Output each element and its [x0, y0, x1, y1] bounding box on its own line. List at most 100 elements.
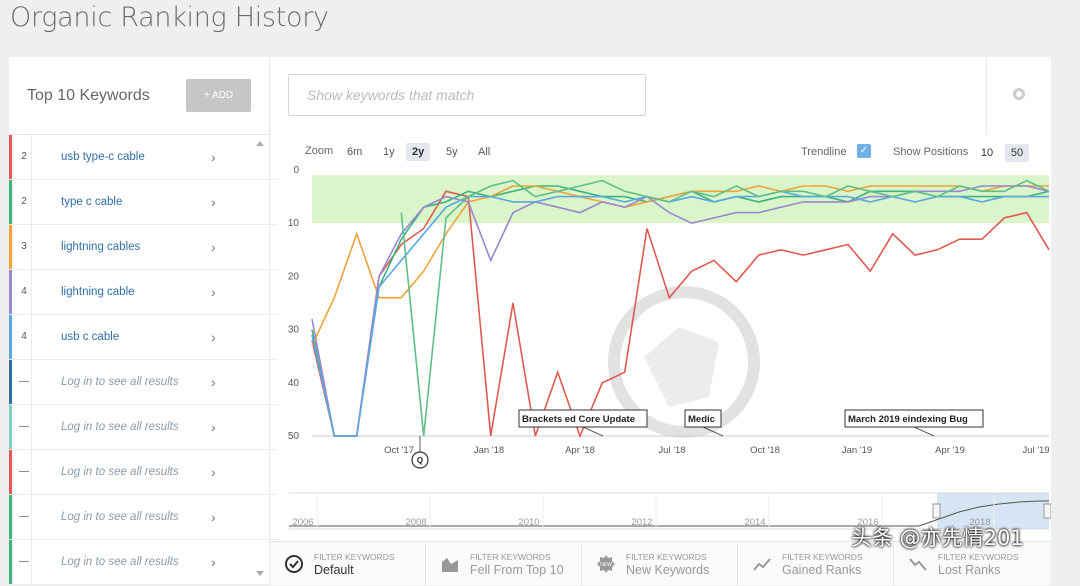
- keyword-color-bar: [9, 360, 12, 404]
- gear-icon[interactable]: [1013, 88, 1025, 100]
- chevron-right-icon[interactable]: ›: [211, 149, 216, 165]
- navigator-series: [289, 500, 1049, 527]
- x-tick-label: Oct '18: [750, 445, 780, 456]
- keyword-label[interactable]: Log in to see all results: [61, 376, 179, 388]
- navigator-handle-left: [932, 503, 941, 519]
- area-chart-icon: [442, 558, 458, 572]
- x-tick-label: Apr '18: [565, 445, 595, 456]
- keyword-rank: —: [19, 376, 29, 387]
- chevron-right-icon[interactable]: ›: [211, 509, 216, 525]
- trend-down-icon: [909, 558, 927, 571]
- keyword-row[interactable]: — Log in to see all results ›: [9, 405, 278, 450]
- divider: [31, 450, 32, 494]
- chevron-right-icon[interactable]: ›: [211, 194, 216, 210]
- keyword-rank: —: [19, 466, 29, 477]
- q-flag-label: Q: [417, 456, 423, 465]
- annotation-label: Medic: [688, 414, 715, 425]
- filter-fell-from-top-10[interactable]: FILTER KEYWORDS Fell From Top 10: [426, 542, 582, 586]
- keyword-rank: 2: [21, 196, 27, 207]
- keyword-color-bar: [9, 225, 12, 269]
- keyword-rank: —: [19, 556, 29, 567]
- chevron-right-icon[interactable]: ›: [211, 464, 216, 480]
- keyword-row[interactable]: 2 type c cable ›: [9, 180, 278, 225]
- keyword-row[interactable]: 4 usb c cable ›: [9, 315, 278, 360]
- trend-up-icon: [753, 558, 771, 571]
- chevron-right-icon[interactable]: ›: [211, 374, 216, 390]
- divider: [31, 360, 32, 404]
- keyword-row[interactable]: — Log in to see all results ›: [9, 495, 278, 540]
- filter-small-label: FILTER KEYWORDS: [938, 552, 1019, 562]
- keyword-rank: 4: [21, 331, 27, 342]
- y-tick-label: 50: [288, 431, 300, 442]
- keyword-label[interactable]: lightning cables: [61, 241, 141, 253]
- annotation-leader: [582, 426, 604, 437]
- filter-small-label: FILTER KEYWORDS: [626, 552, 707, 562]
- new-badge-icon: NEW: [597, 555, 615, 573]
- navigator-handle-right: [1043, 503, 1051, 519]
- zoom-option[interactable]: 5y: [446, 146, 458, 158]
- keyword-label[interactable]: Log in to see all results: [61, 511, 179, 523]
- scroll-down-icon[interactable]: [256, 571, 264, 576]
- keyword-list: 2 usb type-c cable › 2 type c cable › 3 lightni…: [9, 135, 278, 585]
- search-input[interactable]: Show keywords that match: [288, 74, 646, 116]
- chevron-right-icon[interactable]: ›: [211, 284, 216, 300]
- keyword-rank: —: [19, 511, 29, 522]
- filter-default-label: Default: [314, 563, 354, 577]
- keyword-label[interactable]: usb c cable: [61, 331, 120, 343]
- scroll-up-icon[interactable]: [256, 141, 264, 146]
- keyword-color-bar: [9, 405, 12, 449]
- keyword-rank: 3: [21, 241, 27, 252]
- keyword-label[interactable]: Log in to see all results: [61, 466, 179, 478]
- chevron-right-icon[interactable]: ›: [211, 554, 216, 570]
- zoom-option[interactable]: 2y: [406, 143, 431, 161]
- chevron-right-icon[interactable]: ›: [211, 419, 216, 435]
- annotation-leader: [913, 426, 935, 437]
- chevron-right-icon[interactable]: ›: [211, 239, 216, 255]
- filter-gained-label: Gained Ranks: [782, 563, 862, 577]
- keyword-rank: 4: [21, 286, 27, 297]
- navigator-tick-label: 2006: [292, 517, 313, 528]
- keyword-label[interactable]: type c cable: [61, 196, 123, 208]
- zoom-option[interactable]: 1y: [383, 146, 395, 158]
- zoom-option[interactable]: 6m: [347, 146, 363, 158]
- keyword-row[interactable]: — Log in to see all results ›: [9, 360, 278, 405]
- trendline-checkbox[interactable]: ✓: [857, 144, 871, 158]
- filter-gained-ranks[interactable]: FILTER KEYWORDS Gained Ranks: [738, 542, 894, 586]
- divider: [31, 495, 32, 539]
- filter-small-label: FILTER KEYWORDS: [314, 552, 395, 562]
- keyword-row[interactable]: 3 lightning cables ›: [9, 225, 278, 270]
- series-line: [311, 190, 1050, 439]
- positions-option[interactable]: 10: [980, 147, 994, 159]
- check-circle-icon: [285, 555, 303, 573]
- y-tick-label: 20: [288, 271, 300, 282]
- keyword-row[interactable]: — Log in to see all results ›: [9, 450, 278, 495]
- positions-option[interactable]: 50: [1005, 144, 1029, 162]
- divider: [31, 405, 32, 449]
- background-logo-ring: [608, 286, 760, 438]
- keyword-row[interactable]: — Log in to see all results ›: [9, 540, 278, 585]
- keyword-row[interactable]: 4 lightning cable ›: [9, 270, 278, 315]
- add-keyword-button[interactable]: + ADD: [186, 79, 251, 112]
- navigator-tick-label: 2008: [405, 517, 426, 528]
- filter-lost-ranks[interactable]: FILTER KEYWORDS Lost Ranks: [894, 542, 1051, 586]
- show-positions-label: Show Positions: [893, 146, 969, 158]
- y-tick-label: 10: [288, 218, 300, 229]
- keyword-label[interactable]: Log in to see all results: [61, 421, 179, 433]
- settings-area: [986, 57, 1051, 135]
- filter-small-label: FILTER KEYWORDS: [470, 552, 551, 562]
- chevron-right-icon[interactable]: ›: [211, 329, 216, 345]
- y-tick-label: 40: [288, 378, 300, 389]
- series-line: [400, 179, 1050, 437]
- keyword-label[interactable]: Log in to see all results: [61, 556, 179, 568]
- keyword-color-bar: [9, 270, 12, 314]
- zoom-option[interactable]: All: [478, 146, 491, 158]
- ranking-chart: 0 10 20 30 40 50 Oct '17 Jan '18 Apr '18 Jul '18 O…: [288, 165, 1051, 530]
- x-tick-label: Jan '19: [842, 445, 872, 456]
- filter-new-keywords[interactable]: NEW FILTER KEYWORDS New Keywords: [582, 542, 738, 586]
- keyword-label[interactable]: lightning cable: [61, 286, 135, 298]
- page-title: Organic Ranking History: [10, 2, 329, 33]
- filter-default[interactable]: FILTER KEYWORDS Default: [270, 542, 426, 586]
- keyword-row[interactable]: 2 usb type-c cable ›: [9, 135, 278, 180]
- keyword-label[interactable]: usb type-c cable: [61, 151, 145, 163]
- x-tick-label: Jul '18: [658, 445, 685, 456]
